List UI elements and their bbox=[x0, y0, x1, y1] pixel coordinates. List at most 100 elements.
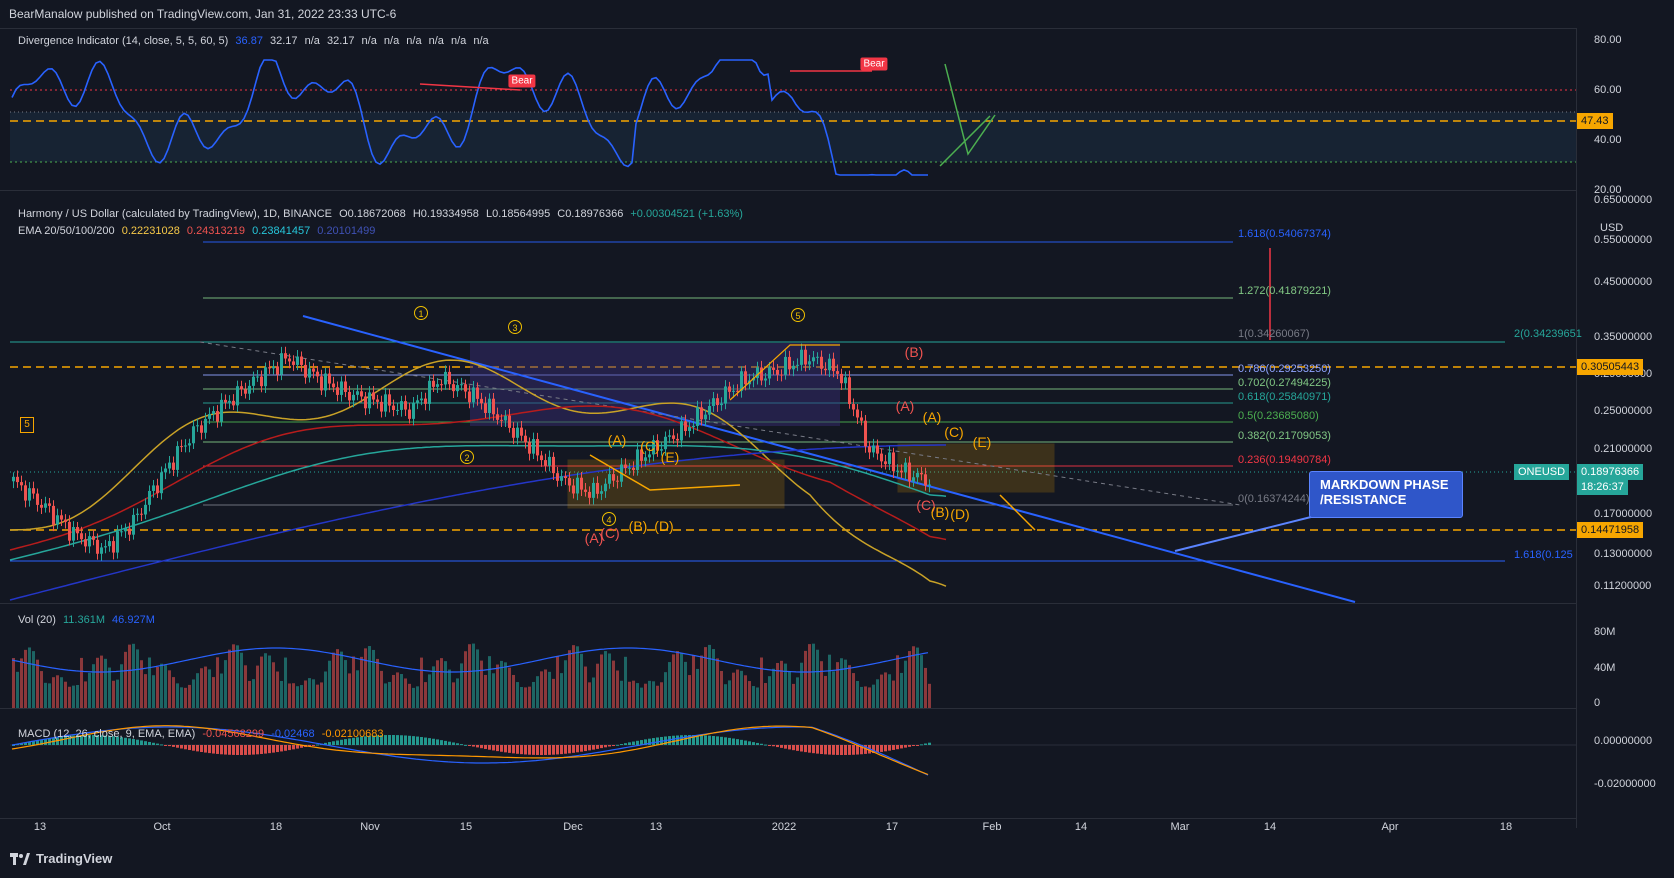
rsi-legend[interactable]: Divergence Indicator (14, close, 5, 5, 6… bbox=[18, 35, 493, 47]
volume-bar bbox=[224, 660, 227, 708]
volume-bar bbox=[456, 678, 459, 708]
macd-hist-bar bbox=[248, 745, 251, 755]
macd-hist-bar bbox=[668, 736, 671, 745]
volume-legend[interactable]: Vol (20) 11.361M 46.927M bbox=[18, 614, 159, 626]
orange-arrow bbox=[999, 494, 1036, 531]
volume-bar bbox=[440, 658, 443, 708]
macd-hist-bar bbox=[276, 745, 279, 753]
volume-bar bbox=[192, 679, 195, 708]
macd-hist-bar bbox=[192, 745, 195, 751]
candle-body bbox=[548, 456, 551, 466]
price-axis-tick: 0.35000000 bbox=[1594, 331, 1653, 343]
volume-bar bbox=[484, 674, 487, 708]
candle-body bbox=[796, 364, 799, 366]
candle-body bbox=[572, 485, 575, 494]
candle-body bbox=[680, 421, 683, 441]
candle-body bbox=[644, 457, 647, 461]
footer-brand[interactable]: TradingView bbox=[10, 851, 112, 866]
macd-hist-bar bbox=[212, 745, 215, 754]
rsi-value: n/a bbox=[406, 35, 422, 47]
candle-body bbox=[844, 377, 847, 384]
volume-bar bbox=[516, 682, 519, 708]
ema-legend[interactable]: EMA 20/50/100/200 0.22231028 0.24313219 … bbox=[18, 225, 379, 237]
candle-body bbox=[528, 442, 531, 454]
time-axis[interactable] bbox=[0, 818, 1576, 839]
volume-bar bbox=[536, 676, 539, 708]
volume-bar bbox=[824, 675, 827, 708]
volume-bar bbox=[696, 668, 699, 708]
volume-bar bbox=[888, 674, 891, 708]
macd-hist-bar bbox=[760, 743, 763, 745]
macd-hist-bar bbox=[220, 745, 223, 755]
candle-body bbox=[356, 391, 359, 395]
volume-axis-tick: 0 bbox=[1594, 697, 1601, 709]
macd-hist-bar bbox=[648, 738, 651, 745]
candle-body bbox=[888, 452, 891, 465]
volume-bar bbox=[64, 681, 67, 708]
macd-hist-bar bbox=[544, 745, 547, 755]
candle-body bbox=[580, 477, 583, 490]
price-legend[interactable]: Harmony / US Dollar (calculated by Tradi… bbox=[18, 208, 747, 220]
macd-hist-bar bbox=[184, 745, 187, 750]
macd-signal-line bbox=[11, 725, 929, 776]
macd-hist-bar bbox=[244, 745, 247, 755]
volume-bar bbox=[84, 681, 87, 708]
macd-hist-bar bbox=[464, 744, 467, 746]
volume-bar bbox=[408, 683, 411, 708]
candle-body bbox=[460, 384, 463, 386]
volume-bar bbox=[708, 644, 711, 708]
macd-hist-bar bbox=[108, 735, 111, 745]
candle-body bbox=[156, 485, 159, 494]
macd-legend[interactable]: MACD (12, 26, close, 9, EMA, EMA) -0.045… bbox=[18, 728, 387, 740]
candle-body bbox=[52, 505, 55, 525]
volume-bar bbox=[620, 680, 623, 708]
chart-canvas[interactable] bbox=[0, 0, 1576, 818]
macd-hist-bar bbox=[928, 742, 931, 745]
candle-body bbox=[708, 406, 711, 415]
macd-hist-bar bbox=[752, 742, 755, 745]
candle-body bbox=[336, 387, 339, 395]
candle-body bbox=[188, 443, 191, 446]
macd-hist-bar bbox=[448, 741, 451, 745]
ohlc-high: H0.19334958 bbox=[412, 208, 479, 220]
macd-hist-bar bbox=[16, 744, 19, 746]
macd-hist-bar bbox=[376, 735, 379, 745]
volume-bar bbox=[624, 656, 627, 708]
fib-label-right: 1.618(0.125 bbox=[1514, 549, 1573, 561]
time-tick: Apr bbox=[1381, 821, 1399, 833]
candle-body bbox=[512, 427, 515, 438]
macd-hist-bar bbox=[736, 739, 739, 745]
wave-label: (B) bbox=[628, 518, 648, 534]
orange-arrow bbox=[729, 344, 840, 401]
candle-body bbox=[588, 491, 591, 498]
macd-hist-bar bbox=[704, 735, 707, 745]
markdown-phase-callout[interactable]: MARKDOWN PHASE /RESISTANCE bbox=[1309, 471, 1463, 518]
price-axis[interactable] bbox=[1576, 28, 1674, 828]
volume-bar bbox=[196, 673, 199, 708]
candle-body bbox=[568, 478, 571, 486]
volume-bar bbox=[356, 670, 359, 708]
volume-bar bbox=[76, 684, 79, 708]
candle-body bbox=[64, 519, 67, 522]
candle-body bbox=[788, 356, 791, 370]
volume-axis-tick: 40M bbox=[1594, 662, 1616, 674]
macd-hist-bar bbox=[488, 745, 491, 750]
candle-body bbox=[884, 461, 887, 465]
macd-hist-bar bbox=[904, 745, 907, 748]
macd-hist-bar bbox=[632, 741, 635, 745]
candle-body bbox=[768, 367, 771, 379]
macd-hist-bar bbox=[672, 735, 675, 745]
candle-body bbox=[652, 440, 655, 455]
candle-body bbox=[792, 365, 795, 370]
macd-hist-bar bbox=[412, 736, 415, 745]
time-tick: 13 bbox=[649, 821, 663, 833]
macd-axis-tick: -0.02000000 bbox=[1594, 778, 1656, 790]
rsi-value: n/a bbox=[428, 35, 444, 47]
volume-bar bbox=[152, 675, 155, 708]
macd-hist-bar bbox=[164, 745, 167, 746]
volume-bar bbox=[764, 683, 767, 708]
candle-body bbox=[556, 473, 559, 481]
volume-bar bbox=[332, 652, 335, 708]
macd-hist-bar bbox=[792, 745, 795, 751]
macd-hist-bar bbox=[136, 739, 139, 745]
